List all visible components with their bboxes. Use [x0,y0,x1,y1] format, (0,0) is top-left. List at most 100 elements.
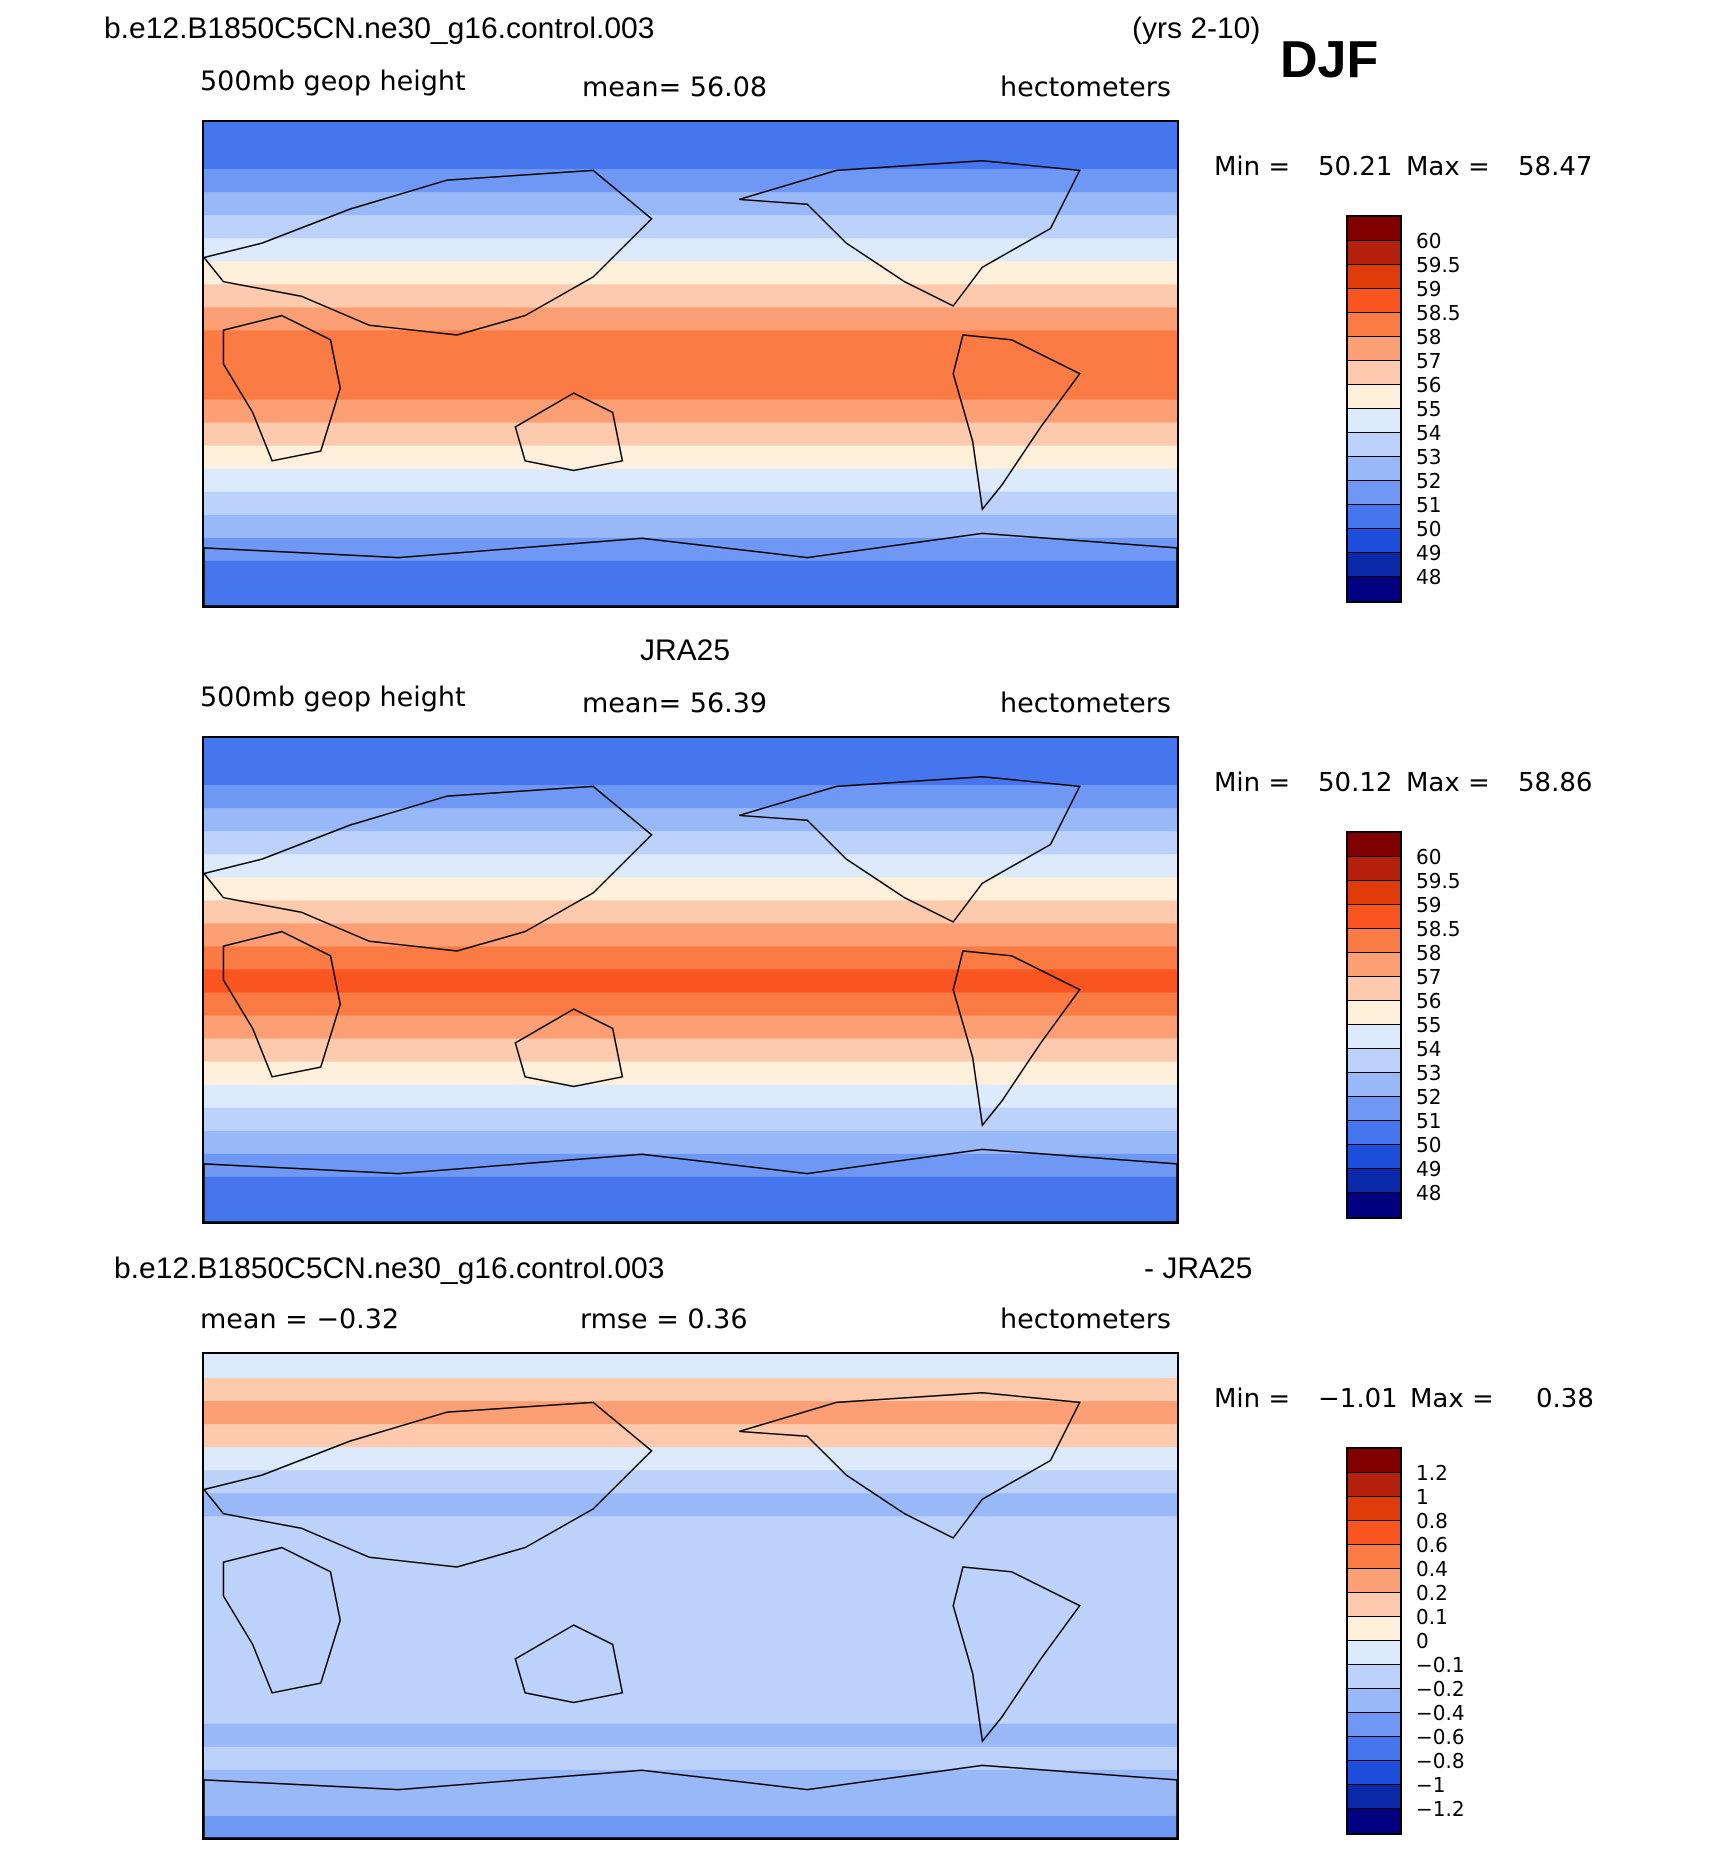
field-band [204,1037,1177,1062]
field-band [204,968,1177,993]
panel3-heading-case: b.e12.B1850C5CN.ne30_g16.control.003 [114,1252,665,1285]
field-band [204,1014,1177,1039]
colorbar-swatch [1348,1449,1400,1473]
field-band [204,513,1177,538]
colorbar-tick-label: 58 [1416,325,1442,349]
colorbar-swatch [1348,857,1400,881]
colorbar-tick-label: 59 [1416,893,1442,917]
panel3-max-label: Max = [1410,1384,1494,1414]
field-band [204,1106,1177,1131]
field-band [204,237,1177,262]
field-band [204,1492,1177,1517]
colorbar-tick-label: 49 [1416,1157,1442,1181]
colorbar-tick-label: 54 [1416,421,1442,445]
colorbar-swatch [1348,217,1400,241]
panel3-max-value: 0.38 [1536,1384,1594,1414]
colorbar-swatch [1348,1617,1400,1641]
colorbar-tick-label: 59 [1416,277,1442,301]
coastline [952,1566,1081,1744]
field-band [204,1630,1177,1655]
panel2-min-value: 50.12 [1318,768,1393,798]
colorbar-swatch [1348,481,1400,505]
colorbar-tick-label: 59.5 [1416,869,1461,893]
colorbar-swatch [1348,1785,1400,1809]
colorbar-tick-label: 52 [1416,1085,1442,1109]
field-band [204,306,1177,331]
colorbar-swatch [1348,337,1400,361]
field-band [204,807,1177,832]
field-band [204,444,1177,469]
coastline [222,1546,341,1694]
colorbar-tick-label: 50 [1416,517,1442,541]
field-band [204,283,1177,308]
panel2-units-label: hectometers [1000,688,1171,719]
case-title: b.e12.B1850C5CN.ne30_g16.control.003 [104,12,655,45]
panel2-min-label: Min = [1214,768,1291,798]
colorbar-swatch [1348,1689,1400,1713]
colorbar-swatch [1348,1073,1400,1097]
field-band [204,398,1177,423]
colorbar-swatch [1348,1545,1400,1569]
field-band [204,1768,1177,1793]
field-band [204,260,1177,285]
colorbar-swatch [1348,1761,1400,1785]
coastline [204,785,653,952]
panel1-min-value: 50.21 [1318,152,1393,182]
field-band [204,1515,1177,1540]
panel2-colorbar [1346,831,1402,1219]
field-svg [204,122,1177,606]
colorbar-swatch [1348,1025,1400,1049]
panel3-heading-ref: - JRA25 [1144,1252,1253,1285]
colorbar-swatch [1348,529,1400,553]
colorbar-swatch [1348,553,1400,577]
colorbar-tick-label: 54 [1416,1037,1442,1061]
field-band [204,1377,1177,1402]
colorbar-tick-label: 53 [1416,1061,1442,1085]
panel1-map [202,120,1179,608]
field-band [204,559,1177,584]
panel3-colorbar [1346,1447,1402,1835]
colorbar-swatch [1348,577,1400,601]
field-band [204,214,1177,239]
colorbar-swatch [1348,1193,1400,1217]
colorbar-tick-label: 56 [1416,373,1442,397]
panel1-mean-label: mean= 56.08 [582,72,768,103]
field-band [204,1152,1177,1177]
field-band [204,853,1177,878]
panel1-colorbar [1346,215,1402,603]
coastline [514,392,624,472]
field-band [204,1676,1177,1701]
panel3-rmse-label: rmse = 0.36 [580,1304,748,1335]
field-band [204,168,1177,193]
coastline [204,169,653,336]
field-band [204,490,1177,515]
panel1-variable-label: 500mb geop height [200,66,466,97]
coastline [952,950,1081,1128]
colorbar-tick-label: 57 [1416,965,1442,989]
colorbar-swatch [1348,1737,1400,1761]
colorbar-tick-label: 57 [1416,349,1442,373]
coastline [738,775,1081,923]
field-band [204,761,1177,786]
colorbar-swatch [1348,1713,1400,1737]
field-band [204,145,1177,170]
field-band [204,1354,1177,1379]
panel1-max-label: Max = [1406,152,1490,182]
field-band [204,1814,1177,1838]
field-band [204,1699,1177,1724]
colorbar-tick-label: 0.1 [1416,1605,1448,1629]
colorbar-tick-label: 0.6 [1416,1533,1448,1557]
colorbar-swatch [1348,505,1400,529]
field-band [204,830,1177,855]
panel2-heading: JRA25 [640,634,731,667]
field-svg [204,1354,1177,1838]
colorbar-swatch [1348,409,1400,433]
field-band [204,738,1177,763]
field-band [204,122,1177,147]
field-band [204,991,1177,1016]
panel2-max-value: 58.86 [1518,768,1593,798]
colorbar-tick-label: 55 [1416,397,1442,421]
colorbar-swatch [1348,1097,1400,1121]
colorbar-swatch [1348,1593,1400,1617]
colorbar-swatch [1348,289,1400,313]
